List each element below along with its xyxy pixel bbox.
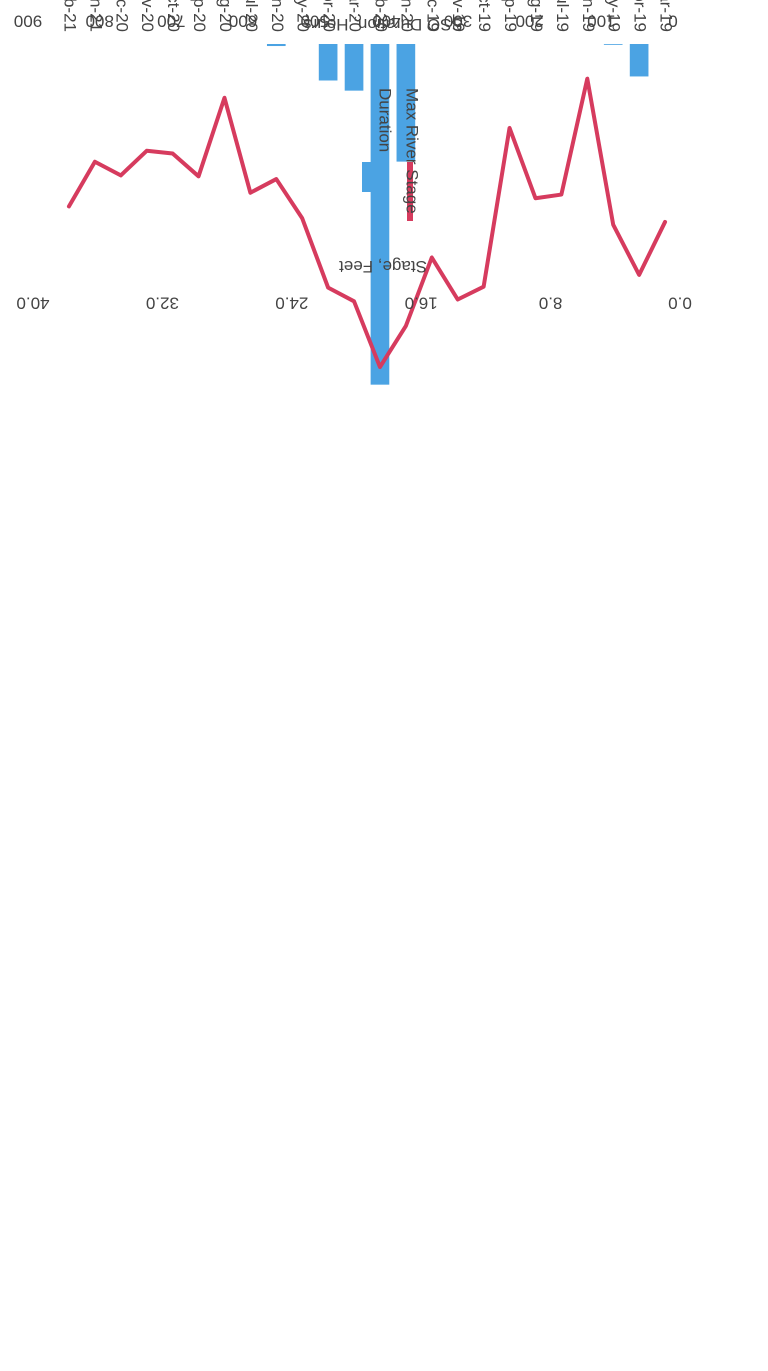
y2-axis-ticks: 0.0 8.0 16.0 24.0 32.0 40.0 bbox=[16, 294, 691, 313]
x-tick-label: Aug-19 bbox=[527, 0, 546, 32]
y-tick-label: 300 bbox=[444, 12, 472, 31]
x-tick-label: Feb-20 bbox=[371, 0, 390, 32]
legend: Duration Max River Stage bbox=[362, 88, 422, 221]
x-tick-label: May-20 bbox=[294, 0, 313, 32]
x-tick-label: Jun-19 bbox=[579, 0, 598, 32]
x-tick-label: Dec-20 bbox=[112, 0, 131, 32]
x-tick-label: Feb-21 bbox=[60, 0, 79, 32]
y2-tick-label: 40.0 bbox=[16, 294, 49, 313]
x-tick-label: May-19 bbox=[605, 0, 624, 32]
y2-tick-label: 32.0 bbox=[146, 294, 179, 313]
bar-apr-20 bbox=[318, 44, 338, 81]
y-tick-label: 0 bbox=[668, 12, 677, 31]
bar-jun-20 bbox=[266, 44, 286, 47]
y2-axis-label: Stage, Feet bbox=[339, 257, 427, 276]
legend-swatch-max-river-stage bbox=[407, 162, 413, 221]
y-tick-label: 800 bbox=[85, 12, 113, 31]
y-axis-ticks: 0 100 200 300 400 500 600 700 800 900 bbox=[14, 12, 678, 31]
y-tick-label: 700 bbox=[157, 12, 185, 31]
legend-swatch-duration bbox=[362, 162, 375, 192]
legend-label-duration: Duration bbox=[376, 88, 395, 152]
y-axis-label: SSO Duration, Hours bbox=[303, 15, 463, 34]
bar-mar-20 bbox=[344, 44, 364, 91]
bar-may-19 bbox=[603, 44, 623, 45]
y-tick-label: 500 bbox=[300, 12, 328, 31]
x-tick-label: Nov-20 bbox=[138, 0, 157, 32]
x-tick-label: Apr-20 bbox=[320, 0, 339, 32]
y2-tick-label: 16.0 bbox=[405, 294, 438, 313]
x-tick-label: Jul-19 bbox=[553, 0, 572, 32]
x-tick-label: Mar-19 bbox=[657, 0, 676, 32]
bar-feb-20 bbox=[370, 44, 390, 385]
line-series-max-river-stage bbox=[66, 76, 668, 370]
x-tick-label: Sep-19 bbox=[501, 0, 520, 32]
bar-apr-19 bbox=[629, 44, 649, 77]
x-tick-label: Oct-19 bbox=[475, 0, 494, 32]
bar-jan-20 bbox=[396, 44, 416, 162]
x-tick-label: Aug-20 bbox=[216, 0, 235, 32]
x-tick-label: Jul-20 bbox=[242, 0, 261, 32]
y-tick-label: 600 bbox=[229, 12, 257, 31]
x-axis-ticks: Mar-19 Apr-19 May-19 Jun-19 Jul-19 Aug-19 Sep-… bbox=[60, 0, 675, 32]
y2-tick-label: 0.0 bbox=[668, 294, 692, 313]
x-tick-label: Oct-20 bbox=[164, 0, 183, 32]
y-tick-label: 100 bbox=[587, 12, 615, 31]
legend-label-max-river-stage: Max River Stage bbox=[403, 88, 422, 214]
x-tick-label: Mar-20 bbox=[346, 0, 365, 32]
x-tick-label: Jan-21 bbox=[86, 0, 105, 32]
x-tick-label: Nov-19 bbox=[449, 0, 468, 32]
bars-layer bbox=[266, 44, 649, 385]
y2-tick-label: 24.0 bbox=[275, 294, 308, 313]
x-tick-label: Jun-20 bbox=[268, 0, 287, 32]
x-tick-label: Apr-19 bbox=[631, 0, 650, 32]
x-tick-label: Dec-19 bbox=[423, 0, 442, 32]
y2-tick-label: 8.0 bbox=[539, 294, 563, 313]
chart-rotated-group: Mar-19 Apr-19 May-19 Jun-19 Jul-19 Aug-19 Sep-… bbox=[14, 0, 692, 385]
y-tick-label: 900 bbox=[14, 12, 42, 31]
y-tick-label: 400 bbox=[372, 12, 400, 31]
x-tick-label: Sep-20 bbox=[190, 0, 209, 32]
y-tick-label: 200 bbox=[515, 12, 543, 31]
x-tick-label: Jan-20 bbox=[397, 0, 416, 32]
